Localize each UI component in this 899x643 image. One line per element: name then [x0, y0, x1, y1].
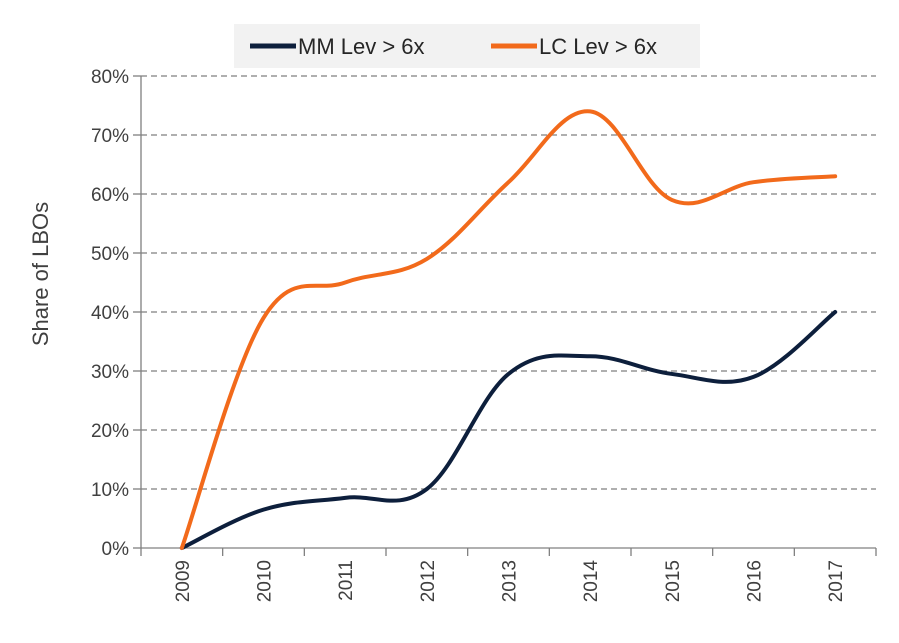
- y-axis-title: Share of LBOs: [28, 202, 53, 346]
- legend: MM Lev > 6x LC Lev > 6x: [234, 24, 700, 68]
- y-tick-labels: 0% 10% 20% 30% 40% 50% 60% 70% 80%: [91, 67, 129, 560]
- series-lines: [179, 109, 838, 550]
- y-tick-label: 70%: [91, 126, 129, 147]
- gridlines: [141, 75, 876, 490]
- x-tick-label: 2016: [745, 560, 766, 602]
- x-tick-label: 2015: [663, 560, 684, 602]
- series-line-mm: [179, 310, 838, 550]
- legend-background: [234, 24, 700, 68]
- y-tick-label: 10%: [91, 480, 129, 501]
- y-tick-label: 0%: [102, 539, 130, 560]
- x-tick-label: 2010: [255, 560, 276, 602]
- series-line-lc: [179, 109, 838, 550]
- x-tick-label: 2012: [418, 560, 439, 602]
- legend-label-lc: LC Lev > 6x: [539, 34, 657, 59]
- x-tick-label: 2017: [826, 560, 847, 602]
- axes: [133, 75, 877, 556]
- y-tick-label: 50%: [91, 244, 129, 265]
- y-tick-label: 20%: [91, 421, 129, 442]
- x-tick-label: 2009: [173, 560, 194, 602]
- legend-label-mm: MM Lev > 6x: [298, 34, 425, 59]
- y-tick-label: 40%: [91, 303, 129, 324]
- x-tick-label: 2011: [336, 560, 357, 601]
- x-tick-label: 2014: [581, 560, 602, 603]
- y-tick-label: 30%: [91, 362, 129, 383]
- y-tick-label: 60%: [91, 185, 129, 206]
- y-tick-label: 80%: [91, 67, 129, 88]
- x-tick-labels: 2009 2010 2011 2012 2013 2014 2015 2016 2017: [173, 560, 847, 603]
- x-tick-label: 2013: [500, 560, 521, 602]
